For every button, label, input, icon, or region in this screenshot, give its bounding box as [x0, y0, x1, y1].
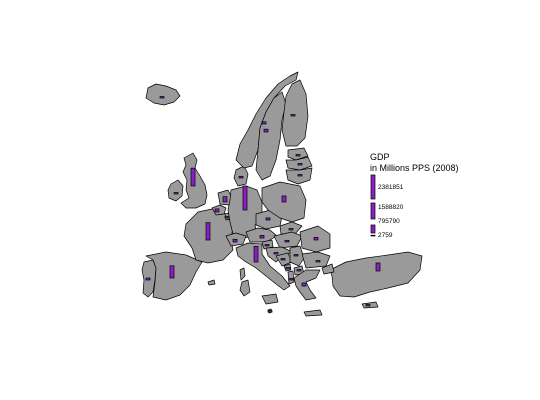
country-albania[interactable] — [287, 270, 295, 285]
legend-title-line2: in Millions PPS (2008) — [370, 163, 459, 173]
gdp-bar-cz[interactable] — [265, 217, 271, 221]
country-austria[interactable] — [245, 227, 278, 243]
gdp-bar-dk[interactable] — [238, 175, 244, 179]
country-greece-crete[interactable] — [303, 309, 323, 317]
legend-items: 2381851 1588820 795790 2759 — [370, 174, 404, 239]
legend-bar-3 — [370, 234, 376, 237]
legend-bar-1 — [370, 202, 376, 220]
legend-title-line1: GDP — [370, 152, 390, 162]
country-sweden[interactable] — [255, 91, 287, 181]
gdp-bar-mt[interactable] — [267, 310, 273, 313]
gdp-bar-is[interactable] — [159, 96, 165, 99]
country-slovakia[interactable] — [279, 221, 303, 235]
gdp-bar-ro[interactable] — [313, 237, 319, 241]
gdp-bar-bg[interactable] — [315, 260, 321, 263]
legend-label-0: 2381851 — [378, 184, 404, 191]
country-italy-sicily[interactable] — [261, 293, 279, 305]
gdp-bar-it[interactable] — [253, 246, 259, 263]
legend-label-1: 1588820 — [378, 204, 404, 211]
gdp-bar-sk[interactable] — [288, 228, 294, 231]
gdp-bar-lv[interactable] — [297, 163, 303, 166]
country-ireland[interactable] — [167, 179, 184, 202]
gdp-bar-se[interactable] — [263, 128, 269, 133]
country-greece[interactable] — [293, 269, 321, 301]
gdp-bar-no[interactable] — [261, 121, 267, 125]
legend: GDP in Millions PPS (2008) 2381851 158882… — [370, 152, 459, 239]
gdp-bar-uk[interactable] — [190, 167, 196, 187]
gdp-bar-gr[interactable] — [301, 282, 307, 287]
gdp-bar-si[interactable] — [264, 244, 270, 247]
gdp-bar-de[interactable] — [242, 185, 248, 211]
country-italy-sardinia[interactable] — [239, 279, 251, 297]
gdp-bar-nl[interactable] — [222, 196, 228, 203]
country-hungary[interactable] — [273, 231, 303, 249]
gdp-bars-layer — [145, 96, 381, 313]
country-bulgaria[interactable] — [301, 251, 331, 269]
gdp-bar-rs[interactable] — [293, 254, 299, 257]
gdp-bar-ch[interactable] — [232, 238, 238, 243]
gdp-bar-pt[interactable] — [145, 277, 151, 281]
gdp-bar-ba[interactable] — [280, 258, 286, 261]
gdp-bar-lt[interactable] — [297, 174, 303, 177]
country-france-corsica[interactable] — [239, 267, 246, 281]
gdp-bar-be[interactable] — [214, 208, 220, 213]
country-norway[interactable] — [235, 71, 299, 169]
gdp-bar-lu[interactable] — [224, 216, 230, 219]
gdp-bar-me[interactable] — [285, 267, 291, 270]
country-estonia[interactable] — [287, 147, 309, 161]
gdp-bar-fi[interactable] — [290, 114, 296, 117]
gdp-bar-mk[interactable] — [296, 269, 302, 272]
country-balearic-islands[interactable] — [207, 279, 216, 286]
legend-label-2: 795790 — [378, 218, 400, 225]
gdp-bar-at[interactable] — [259, 235, 265, 239]
gdp-bar-hu[interactable] — [284, 240, 290, 243]
gdp-bar-es[interactable] — [169, 265, 175, 279]
legend-label-3: 2759 — [378, 232, 393, 239]
gdp-bar-al[interactable] — [288, 278, 294, 281]
gdp-bar-fr[interactable] — [205, 222, 211, 241]
gdp-bar-cy[interactable] — [365, 304, 371, 307]
country-finland[interactable] — [281, 79, 309, 147]
gdp-bar-tr[interactable] — [375, 262, 381, 272]
gdp-bar-ee[interactable] — [295, 154, 301, 157]
gdp-bar-pl[interactable] — [281, 195, 287, 203]
country-italy[interactable] — [235, 242, 291, 291]
gdp-bar-hr[interactable] — [273, 252, 279, 255]
land-layer — [141, 71, 423, 317]
country-turkey-thrace[interactable] — [321, 263, 335, 275]
legend-bar-2 — [370, 224, 376, 234]
country-turkey[interactable] — [329, 251, 423, 298]
gdp-bar-ie[interactable] — [173, 192, 179, 195]
legend-bar-0 — [370, 174, 376, 200]
country-iceland[interactable] — [145, 83, 181, 106]
